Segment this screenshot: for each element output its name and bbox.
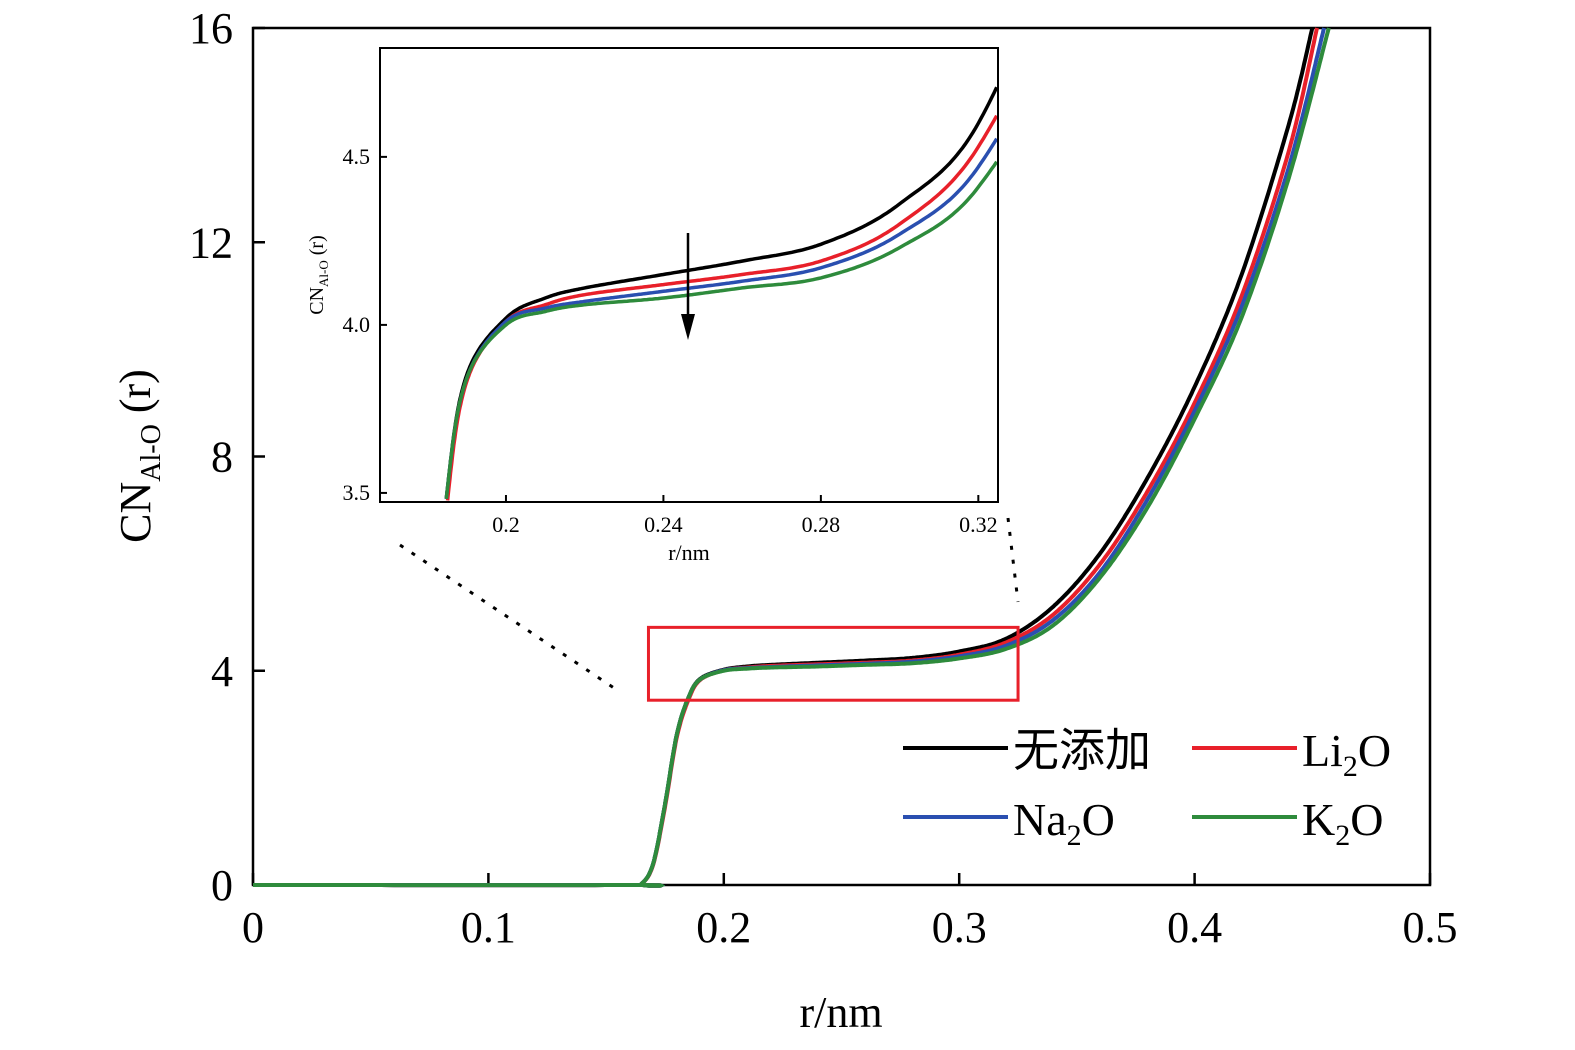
trend-arrow (681, 233, 695, 340)
legend: 无添加 Li2O Na2O K2O (903, 725, 1391, 852)
inset-y-axis-label: CNAl-O (r) (306, 235, 331, 315)
legend-label: K2O (1302, 794, 1383, 852)
y-tick-label: 16 (189, 4, 233, 53)
legend-label: Na2O (1013, 794, 1115, 852)
main-axes: 0 0.1 0.2 0.3 0.4 0.5 0 4 8 12 16 (189, 4, 1458, 952)
inset-axes: 0.2 0.24 0.28 0.32 3.5 4.0 4.5 (343, 47, 999, 537)
x-axis-label: r/nm (799, 988, 882, 1037)
x-tick-label: 0.5 (1403, 903, 1458, 952)
inset-y-tick-label: 3.5 (343, 480, 371, 505)
y-axis-label: CNAl-O (r) (111, 369, 167, 543)
inset-x-tick-label: 0.24 (644, 512, 683, 537)
x-tick-label: 0.3 (932, 903, 987, 952)
x-tick-label: 0.2 (696, 903, 751, 952)
inset-series (444, 86, 999, 501)
inset-x-tick-label: 0.32 (959, 512, 998, 537)
series-line-3 (253, 27, 1331, 888)
inset-plot-frame (379, 47, 999, 503)
inset-x-tick-label: 0.28 (802, 512, 841, 537)
main-series (253, 27, 1331, 888)
y-tick-label: 0 (211, 861, 233, 910)
inset-x-axis-label: r/nm (668, 540, 710, 565)
legend-label: Li2O (1302, 725, 1391, 783)
legend-label: 无添加 (1013, 725, 1151, 776)
zoom-connector-left (399, 543, 621, 694)
zoom-box (646, 625, 1020, 702)
x-tick-label: 0 (242, 903, 264, 952)
inset-y-tick-label: 4.5 (343, 144, 371, 169)
y-tick-label: 4 (211, 647, 233, 696)
x-tick-label: 0.1 (461, 903, 516, 952)
inset-series-line-0 (444, 86, 999, 499)
inset-y-tick-label: 4.0 (343, 312, 371, 337)
inset-x-tick-label: 0.2 (492, 512, 520, 537)
inset-series-line-3 (444, 160, 999, 499)
zoom-connector-right (1006, 517, 1020, 603)
y-tick-label: 8 (211, 433, 233, 482)
x-tick-label: 0.4 (1167, 903, 1222, 952)
y-tick-label: 12 (189, 218, 233, 267)
